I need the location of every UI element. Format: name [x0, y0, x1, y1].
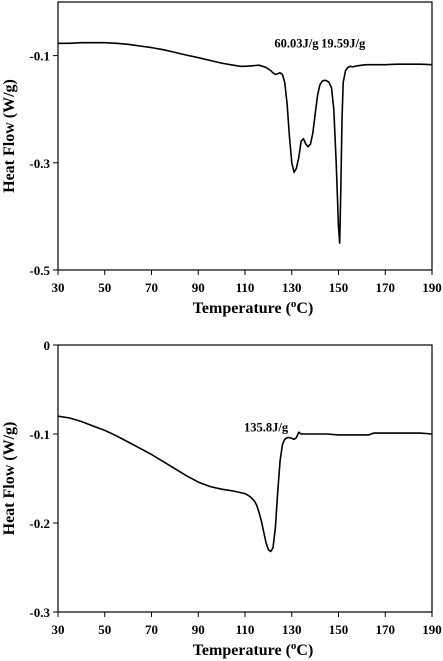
- y-tick-label: -0.3: [29, 605, 50, 620]
- enthalpy-annotation: 19.59J/g: [321, 37, 366, 51]
- plot-frame: [57, 1, 433, 271]
- x-axis-label-unit: C): [296, 300, 313, 317]
- x-tick-label: 170: [376, 280, 396, 295]
- x-axis-label-main: Temperature (: [193, 642, 291, 659]
- enthalpy-annotation: 135.8J/g: [244, 420, 289, 434]
- y-tick-label: -0.1: [29, 49, 50, 64]
- x-tick-label: 30: [52, 622, 65, 637]
- x-tick-label: 190: [422, 280, 442, 295]
- chart1: 30 50 70 90 110 130 150 170 190 -0.1 -0.3 -0.5 Tempe…: [1, 1, 442, 317]
- y-tick-label: -0.5: [29, 263, 50, 278]
- heat-flow-curve: [58, 41, 433, 244]
- y-tick-label: -0.2: [29, 516, 50, 531]
- x-axis-label: Temperature (oC): [193, 640, 314, 659]
- heat-flow-curve: [57, 415, 433, 553]
- x-tick-label: 90: [192, 622, 205, 637]
- x-tick-label: 110: [236, 280, 255, 295]
- x-tick-label: 190: [422, 622, 442, 637]
- x-tick-label: 110: [236, 622, 255, 637]
- x-tick-label: 50: [98, 622, 111, 637]
- x-tick-label: 150: [329, 622, 349, 637]
- x-axis-label-superscript: o: [291, 640, 297, 652]
- chart2: 30 50 70 90 110 130 150 170 190 0 -0.1 -0.2 -0.3 Temp…: [1, 338, 442, 659]
- x-axis-label-unit: C): [296, 642, 313, 659]
- y-axis-label: Heat Flow (W/g): [1, 79, 18, 193]
- x-tick-label: 70: [145, 280, 158, 295]
- x-tick-label: 130: [282, 622, 302, 637]
- x-tick-label: 150: [329, 280, 349, 295]
- x-axis-label-superscript: o: [291, 298, 297, 310]
- y-tick-label: -0.1: [29, 427, 50, 442]
- x-tick-label: 70: [145, 622, 158, 637]
- y-axis-label: Heat Flow (W/g): [1, 422, 18, 536]
- x-tick-label: 30: [52, 280, 65, 295]
- x-tick-label: 50: [98, 280, 111, 295]
- x-tick-label: 130: [282, 280, 302, 295]
- y-tick-label: 0: [44, 338, 51, 353]
- plot-frame: [57, 344, 433, 613]
- enthalpy-annotation: 60.03J/g: [274, 37, 319, 51]
- x-tick-label: 90: [192, 280, 205, 295]
- x-axis-label-main: Temperature (: [193, 300, 291, 317]
- x-axis-label: Temperature (oC): [193, 298, 314, 317]
- x-tick-label: 170: [376, 622, 396, 637]
- y-tick-label: -0.3: [29, 156, 50, 171]
